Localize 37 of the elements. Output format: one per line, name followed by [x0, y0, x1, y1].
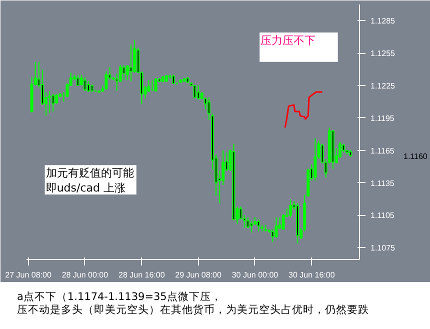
candlestick — [271, 228, 274, 243]
candlestick — [104, 70, 108, 90]
candlestick — [48, 90, 51, 114]
candlestick — [246, 216, 250, 229]
x-tick-label: 29 Jun 08:00 — [175, 270, 222, 280]
candlestick — [288, 198, 292, 218]
y-tick-label: 1.1075 — [370, 244, 396, 253]
text: 1.1160 — [404, 152, 428, 161]
text: a点不下（1.1174-1.1139=35点微下压， — [17, 291, 222, 303]
candlestick — [87, 80, 90, 93]
annotation: 即uds/cad 上涨 — [46, 182, 126, 195]
y-tick-label: 1.1165 — [370, 146, 395, 156]
candlestick — [250, 220, 253, 233]
candlestick — [52, 94, 55, 112]
annotation: 加元有贬值的可能 — [46, 166, 134, 180]
x-tick-label: 30 Jun 00:00 — [232, 270, 279, 280]
candlestick — [83, 76, 86, 92]
annotation: 压力压不下 — [260, 34, 316, 47]
candlestick — [76, 74, 80, 86]
y-tick-label: 1.1135 — [370, 178, 395, 188]
x-tick-label: 28 Jun 16:00 — [118, 270, 166, 280]
candlestick — [55, 94, 58, 104]
x-tick-label: 30 Jun 16:00 — [288, 270, 336, 280]
y-tick-label: 1.1105 — [370, 211, 395, 220]
y-tick-label: 1.1285 — [370, 16, 396, 26]
candlestick — [196, 85, 200, 100]
candlestick — [257, 219, 260, 232]
candlestick — [314, 138, 317, 182]
candlestick — [130, 44, 132, 82]
candlestick — [122, 64, 126, 81]
candlestick — [154, 77, 158, 92]
y-tick-label: 1.1255 — [370, 49, 396, 58]
y-tick-label: 1.1195 — [370, 114, 395, 123]
y-tick-label: 1.1225 — [370, 82, 396, 91]
text: 压不动是多头（即美元空头）在其他货币，为美元空头占优时，仍然要跌 — [17, 304, 369, 316]
x-tick-label: 27 Jun 08:00 — [5, 270, 52, 280]
x-tick-label: 28 Jun 00:00 — [62, 270, 109, 280]
